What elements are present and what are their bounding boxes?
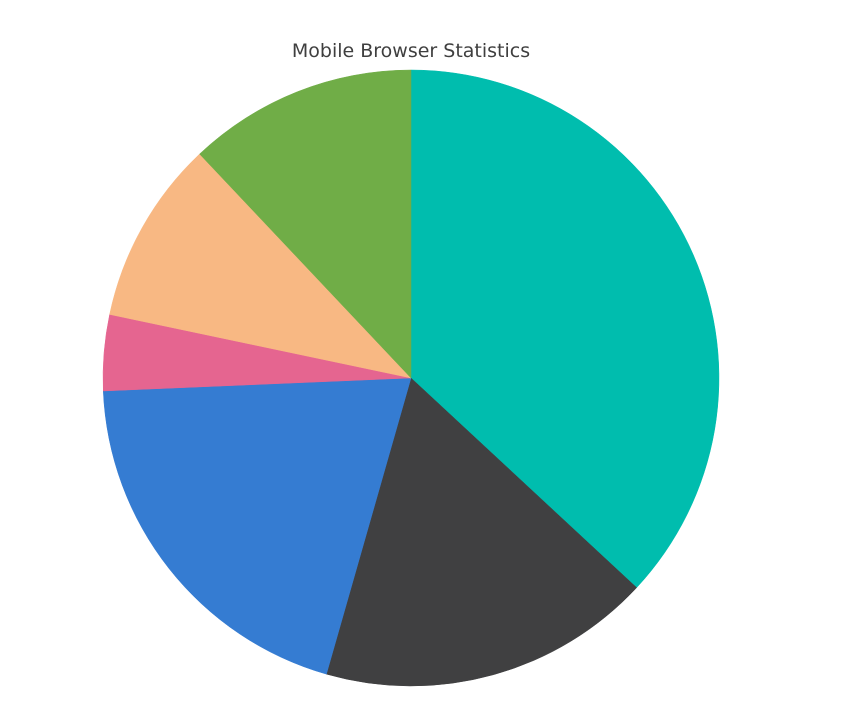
chart-title: Mobile Browser Statistics bbox=[291, 40, 531, 62]
pie-slice-6[interactable] bbox=[199, 69, 412, 379]
pie-slices-group bbox=[102, 69, 720, 687]
pie-slice-5[interactable] bbox=[109, 153, 412, 379]
pie-slice-2[interactable] bbox=[326, 377, 637, 687]
pie-slice-3[interactable] bbox=[103, 377, 412, 675]
pie-slice-1[interactable] bbox=[410, 69, 720, 588]
